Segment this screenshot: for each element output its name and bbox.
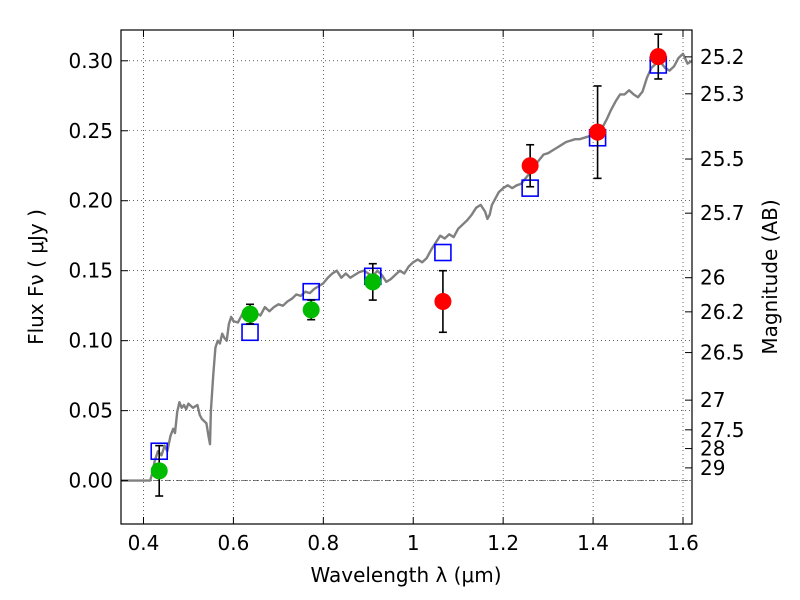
model-photometry-marker <box>434 243 452 262</box>
plot-frame <box>120 29 693 525</box>
x-tick-label: 0.8 <box>307 531 339 555</box>
x-axis-ticks: 0.4 0.6 0.8 1 1.2 1.4 1.6 <box>128 30 699 555</box>
series-layer <box>121 33 693 497</box>
x-tick-label: 1 <box>407 531 420 555</box>
observed-flux-marker <box>302 301 320 319</box>
x-tick-label: 0.6 <box>217 531 249 555</box>
x-tick-label: 1.6 <box>667 531 699 555</box>
observed-flux-marker <box>241 305 259 323</box>
magnitude-tick-label: 27.5 <box>700 418 745 442</box>
magnitude-tick-label: 25.7 <box>700 201 745 225</box>
magnitude-tick-label: 26.2 <box>700 300 745 324</box>
x-tick-label: 1.2 <box>487 531 519 555</box>
x-axis-label: Wavelength λ (μm) <box>310 563 501 587</box>
observed-flux-marker <box>589 123 607 141</box>
observed-flux-marker <box>150 462 168 480</box>
y-tick-label: 0.10 <box>68 329 113 353</box>
magnitude-tick-label: 28 <box>700 437 725 461</box>
grid-lines <box>121 30 692 524</box>
y-axis-ticks: 0.00 0.05 0.10 0.15 0.20 0.25 0.30 <box>68 49 128 493</box>
y-tick-label: 0.20 <box>68 189 113 213</box>
y-tick-label: 0.00 <box>68 469 113 493</box>
y-tick-label: 0.30 <box>68 49 113 73</box>
observed-flux-marker <box>434 292 452 310</box>
y-tick-label: 0.05 <box>68 399 113 423</box>
magnitude-tick-label: 25.5 <box>700 147 745 171</box>
model-photometry-marker <box>241 323 259 342</box>
y-tick-label: 0.25 <box>68 119 113 143</box>
magnitude-tick-label: 27 <box>700 388 725 412</box>
x-tick-label: 1.4 <box>577 531 609 555</box>
magnitude-tick-label: 25.2 <box>700 45 745 69</box>
magnitude-tick-label: 26 <box>700 266 725 290</box>
observed-flux-marker <box>649 48 667 66</box>
y-axis-label: Flux Fν ( μJy ) <box>24 209 48 345</box>
model-spectrum-line <box>121 52 693 482</box>
magnitude-tick-label: 25.3 <box>700 82 745 106</box>
magnitude-tick-label: 29 <box>700 456 725 480</box>
magnitude-axis-label: Magnitude (AB) <box>758 199 782 354</box>
observed-flux-marker <box>521 157 539 175</box>
y-tick-label: 0.15 <box>68 259 113 283</box>
magnitude-tick-label: 26.5 <box>700 341 745 365</box>
observed-flux-marker <box>364 273 382 291</box>
x-tick-label: 0.4 <box>128 531 160 555</box>
